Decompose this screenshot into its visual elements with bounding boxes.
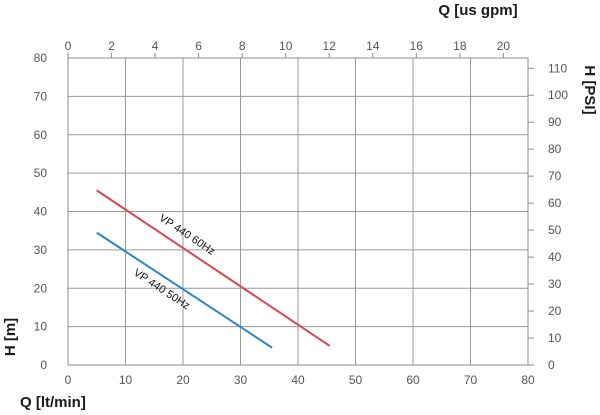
y-right-tick-label: 80 — [548, 142, 562, 156]
series-layer — [96, 189, 331, 349]
y-left-tick-label: 70 — [34, 89, 48, 103]
y-right-tick-label: 0 — [548, 358, 555, 372]
x-bottom-tick-label: 80 — [521, 373, 535, 387]
x-top-tick-label: 14 — [366, 39, 380, 53]
x-bottom-tick-label: 70 — [464, 373, 478, 387]
plot-frame — [67, 57, 529, 366]
series-line-0 — [96, 189, 331, 347]
x-top-tick-label: 4 — [152, 39, 159, 53]
x-bottom-tick-label: 0 — [65, 373, 72, 387]
grid — [67, 57, 529, 366]
y-left-tick-label: 10 — [34, 320, 48, 334]
y-right-tick-label: 110 — [548, 61, 567, 75]
y-right-tick-label: 90 — [548, 115, 562, 129]
x-bottom-axis-title: Q [lt/min] — [20, 394, 86, 411]
y-right-tick-label: 10 — [548, 331, 562, 345]
y-right-tick-label: 60 — [548, 196, 562, 210]
y-left-tick-label: 20 — [34, 281, 48, 295]
x-top-axis-title: Q [us gpm] — [438, 2, 517, 19]
x-bottom-tick-label: 40 — [291, 373, 305, 387]
y-left-tick-label: 0 — [40, 358, 47, 372]
y-left-ticks: 0 10 20 30 40 50 60 70 80 — [34, 51, 48, 372]
x-top-tick-label: 18 — [453, 39, 467, 53]
x-top-tick-label: 2 — [108, 39, 115, 53]
y-left-tick-label: 50 — [34, 166, 48, 180]
x-top-tick-label: 10 — [279, 39, 293, 53]
y-right-tick-label: 50 — [548, 223, 562, 237]
x-top-tick-label: 20 — [497, 39, 511, 53]
y-left-tick-label: 80 — [34, 51, 48, 65]
y-right-tick-label: 40 — [548, 250, 562, 264]
y-right-tick-label: 100 — [548, 88, 568, 102]
y-right-ticks: 0 10 20 30 40 50 60 70 80 90 100 110 — [528, 61, 568, 372]
x-bottom-tick-label: 10 — [119, 373, 133, 387]
series-line-1 — [96, 231, 273, 349]
x-top-tick-label: 8 — [239, 39, 246, 53]
y-left-tick-label: 30 — [34, 243, 48, 257]
y-left-tick-label: 40 — [34, 205, 48, 219]
x-bottom-tick-label: 20 — [176, 373, 190, 387]
x-bottom-tick-label: 50 — [349, 373, 363, 387]
x-top-tick-label: 0 — [65, 39, 72, 53]
x-bottom-tick-label: 60 — [406, 373, 420, 387]
x-bottom-ticks: 0 10 20 30 40 50 60 70 80 — [65, 373, 535, 387]
x-bottom-tick-label: 30 — [234, 373, 248, 387]
x-top-tick-label: 16 — [410, 39, 424, 53]
x-top-ticks: 0 2 4 6 8 10 12 14 16 18 20 — [65, 39, 511, 58]
y-right-tick-label: 70 — [548, 169, 562, 183]
y-left-axis-title: H [m] — [2, 318, 19, 356]
x-top-tick-label: 6 — [195, 39, 202, 53]
y-right-tick-label: 30 — [548, 277, 562, 291]
x-top-tick-label: 12 — [323, 39, 337, 53]
y-right-axis-title: H [PSI] — [581, 65, 598, 114]
y-right-tick-label: 20 — [548, 304, 562, 318]
y-left-tick-label: 60 — [34, 128, 48, 142]
